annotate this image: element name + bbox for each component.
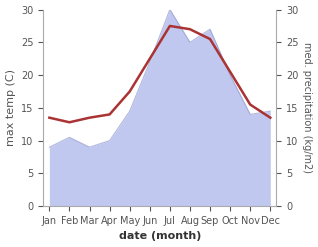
Y-axis label: med. precipitation (kg/m2): med. precipitation (kg/m2) [302, 42, 313, 173]
X-axis label: date (month): date (month) [119, 231, 201, 242]
Y-axis label: max temp (C): max temp (C) [5, 69, 16, 146]
